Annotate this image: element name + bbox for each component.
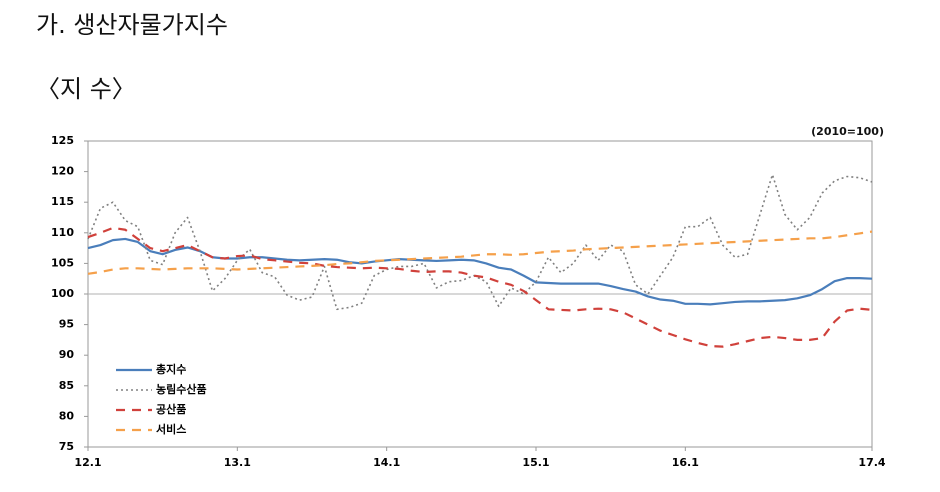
- legend-label: 농림수산품: [156, 382, 207, 396]
- x-tick-label: 15.1: [522, 456, 549, 469]
- y-tick-label: 120: [51, 165, 74, 178]
- x-tick-label: 12.1: [74, 456, 101, 469]
- y-tick-label: 75: [59, 440, 74, 453]
- y-tick-label: 80: [59, 409, 75, 422]
- x-tick-label: 14.1: [373, 456, 400, 469]
- y-tick-label: 90: [59, 348, 75, 361]
- heading: 가. 생산자물가지수: [36, 11, 228, 39]
- y-tick-label: 95: [59, 318, 74, 331]
- y-tick-label: 110: [51, 226, 74, 239]
- y-tick-label: 115: [51, 195, 74, 208]
- series-line: [87, 226, 873, 348]
- x-tick-label: 17.4: [858, 456, 885, 469]
- unit-note: (2010=100): [811, 125, 884, 138]
- x-tick-label: 16.1: [672, 456, 699, 469]
- x-tick-label: 13.1: [224, 456, 251, 469]
- legend-label: 서비스: [156, 422, 186, 436]
- series-line: [87, 230, 873, 275]
- y-tick-label: 85: [59, 379, 74, 392]
- y-tick-label: 105: [51, 256, 74, 269]
- series-line: [87, 237, 873, 306]
- subheading: 〈지 수〉: [36, 75, 136, 103]
- legend-label: 총지수: [156, 362, 186, 376]
- y-tick-label: 125: [51, 134, 74, 147]
- series-line: [87, 173, 873, 311]
- y-tick-label: 100: [51, 287, 74, 300]
- legend-label: 공산품: [156, 402, 186, 416]
